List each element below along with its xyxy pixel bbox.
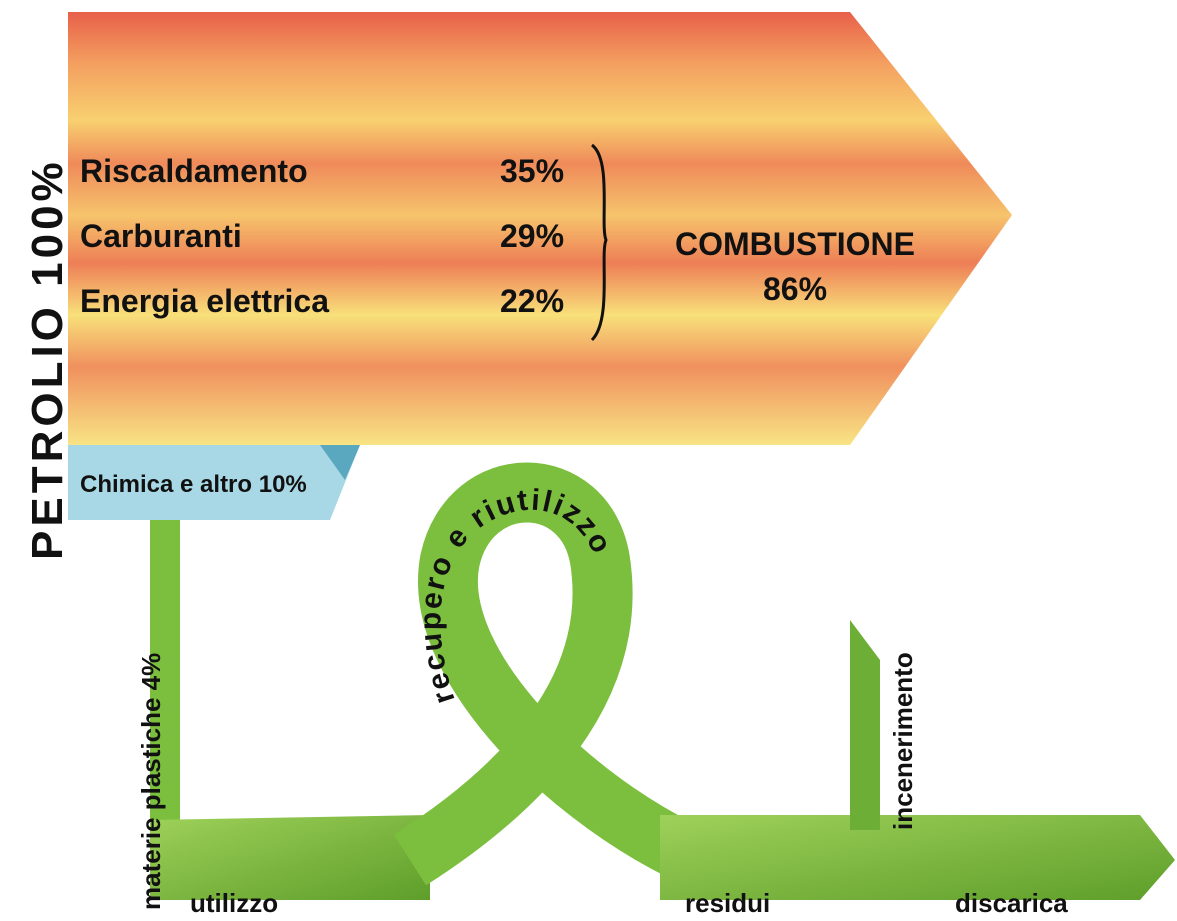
landfill-label: discarica xyxy=(955,888,1068,918)
plastics-label: materie plastiche 4% xyxy=(136,653,166,910)
item-percent: 29% xyxy=(500,218,564,254)
chemistry-label: Chimica e altro 10% xyxy=(80,471,307,498)
item-label: Carburanti xyxy=(80,218,242,254)
side-label: PETROLIO 100% xyxy=(23,158,72,560)
incineration-label: incenerimento xyxy=(888,652,918,830)
diagram: PETROLIO 100% Riscaldamento 35% Carburan… xyxy=(0,0,1177,921)
item-label: Energia elettrica xyxy=(80,283,329,319)
total-label: COMBUSTIONE xyxy=(675,226,915,262)
item-label: Riscaldamento xyxy=(80,153,308,189)
item-percent: 22% xyxy=(500,283,564,319)
residues-label: residui xyxy=(685,888,770,918)
item-percent: 35% xyxy=(500,153,564,189)
use-label: utilizzo xyxy=(190,888,278,918)
incineration-strip xyxy=(850,620,880,830)
total-percent: 86% xyxy=(763,271,827,307)
